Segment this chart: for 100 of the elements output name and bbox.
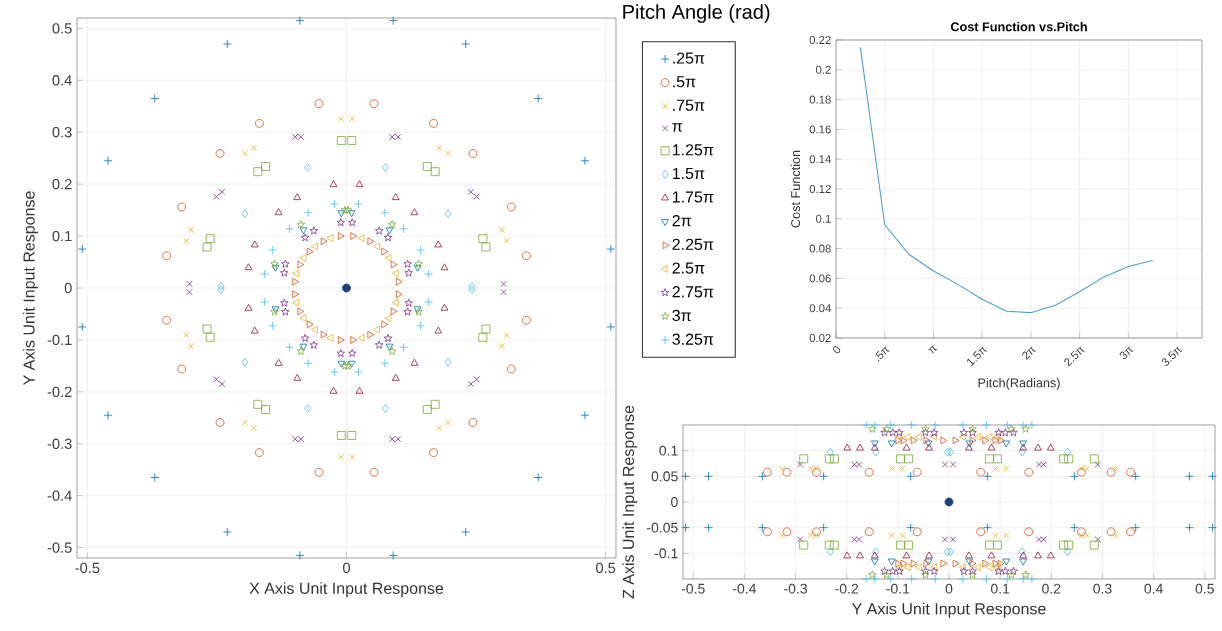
- point: [1185, 471, 1194, 481]
- point: [824, 454, 834, 464]
- point: [1019, 558, 1028, 566]
- point: [681, 471, 690, 481]
- point: [395, 290, 403, 299]
- y-tick-label: 0.22: [809, 35, 831, 44]
- y-tick-label: 0.18: [809, 95, 831, 104]
- point: [912, 527, 922, 537]
- point: [444, 419, 452, 426]
- point: [468, 418, 478, 427]
- x-tick-label: 0.4: [1144, 583, 1163, 594]
- point: [1034, 551, 1042, 559]
- point: [1035, 536, 1043, 543]
- point: [391, 298, 399, 307]
- point: [819, 471, 829, 481]
- point: [423, 269, 433, 279]
- point: [350, 232, 358, 240]
- y-tick-label: 0.08: [809, 244, 831, 253]
- point: [217, 282, 225, 291]
- legend-label: 1.5π: [672, 167, 705, 180]
- point: [215, 418, 225, 427]
- point: [606, 244, 616, 254]
- point: [952, 436, 960, 445]
- point: [383, 233, 393, 242]
- point: [910, 436, 918, 445]
- point: [870, 558, 879, 566]
- point: [162, 315, 172, 325]
- point: [872, 447, 880, 457]
- legend-label: .25π: [673, 52, 705, 64]
- point: [241, 209, 249, 219]
- point: [309, 226, 319, 235]
- y-tick-label: -0.4: [47, 490, 72, 501]
- point: [299, 314, 307, 322]
- point: [414, 259, 423, 268]
- point: [976, 467, 986, 477]
- point: [103, 410, 113, 420]
- point: [910, 559, 918, 568]
- point: [1024, 467, 1034, 477]
- point: [150, 94, 160, 103]
- y-tick-label: 0.1: [52, 230, 72, 242]
- point: [337, 360, 346, 368]
- point: [440, 303, 449, 311]
- point: [899, 465, 906, 472]
- point: [326, 333, 334, 342]
- point: [281, 307, 290, 316]
- point: [381, 247, 389, 256]
- point: [295, 550, 305, 560]
- point: [440, 263, 449, 271]
- point: [882, 570, 891, 579]
- point: [337, 336, 345, 344]
- point: [467, 188, 475, 196]
- point: [580, 410, 590, 420]
- x-tick-label: 0: [832, 346, 841, 354]
- point: [888, 465, 895, 472]
- point: [864, 467, 874, 477]
- y-tick-label: 0: [64, 282, 72, 294]
- y-tick-label: -0.1: [47, 334, 72, 346]
- x-axis-title: Y Axis Unit Input Response: [851, 602, 1046, 618]
- point: [187, 226, 195, 234]
- y-tick-label: -0.1: [654, 548, 678, 559]
- point: [895, 559, 903, 568]
- point: [337, 115, 345, 122]
- point: [782, 467, 792, 477]
- point: [381, 163, 389, 172]
- point: [940, 436, 948, 445]
- point: [261, 405, 271, 414]
- point: [826, 547, 834, 557]
- point: [982, 471, 992, 481]
- legend-title: Pitch Angle (rad): [623, 4, 770, 23]
- point: [150, 473, 160, 482]
- point: [336, 431, 346, 440]
- point: [222, 39, 232, 49]
- point: [533, 94, 543, 103]
- point: [1001, 566, 1010, 575]
- point: [468, 285, 476, 294]
- point: [311, 242, 318, 251]
- point: [856, 551, 864, 559]
- point: [467, 380, 475, 388]
- y-tick-label: 0: [671, 497, 678, 507]
- point: [992, 436, 1000, 445]
- point: [444, 150, 452, 157]
- point: [326, 234, 334, 243]
- point: [329, 180, 338, 188]
- point: [367, 330, 375, 339]
- point: [868, 570, 877, 579]
- y-tick-label: 0.2: [52, 178, 72, 190]
- point: [888, 566, 897, 575]
- point: [436, 424, 443, 432]
- point: [1002, 574, 1012, 584]
- point: [423, 297, 433, 307]
- point: [468, 149, 478, 158]
- point: [887, 440, 896, 448]
- point: [215, 149, 225, 158]
- point: [992, 465, 999, 472]
- point: [297, 260, 305, 269]
- point: [906, 471, 916, 481]
- point: [292, 290, 300, 299]
- y-tick-label: 0.12: [809, 184, 831, 193]
- x-tick-label: 2π: [1022, 346, 1036, 360]
- x-tick-label: π: [928, 345, 938, 354]
